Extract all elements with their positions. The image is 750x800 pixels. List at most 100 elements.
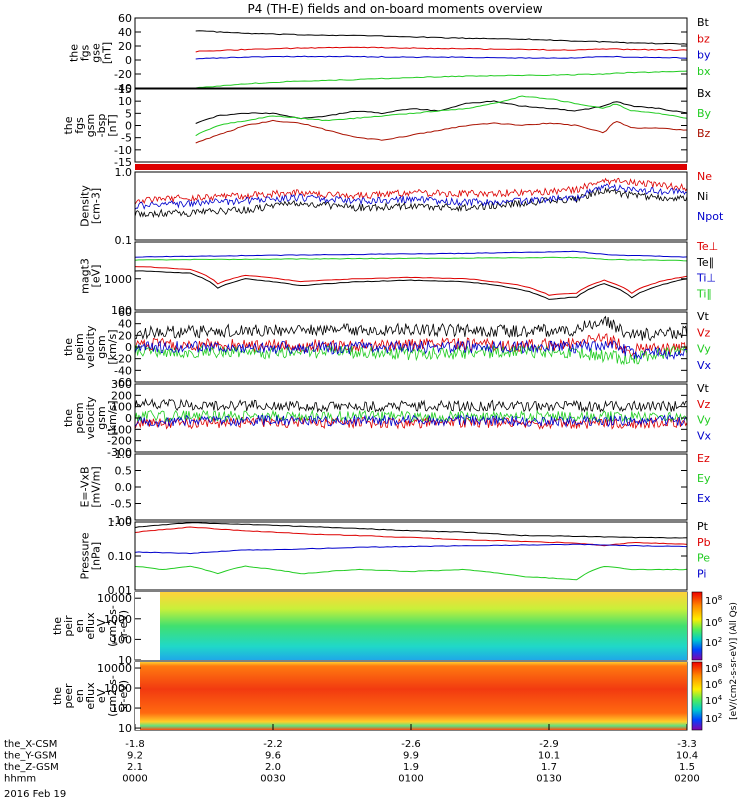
- y-tick-label-2-1: 10: [118, 95, 132, 108]
- x-row-value-0-0: -1.8: [125, 739, 145, 750]
- y-tick-label-2-3: 0: [125, 120, 132, 133]
- y-tick-label-3-0: 1.0: [115, 166, 133, 179]
- y-tick-label-9-2: 100: [111, 633, 132, 646]
- legend-label-2-0: Bx: [697, 87, 712, 100]
- series-line-1-by: [195, 55, 688, 60]
- y-tick-label-1-4: -20: [114, 68, 132, 81]
- y-axis-label-10-4: eV: [95, 688, 108, 703]
- legend-label-1-1: bz: [697, 32, 710, 45]
- y-tick-label-5-3: 0: [125, 341, 132, 354]
- y-axis-label-2-4: [nT]: [106, 114, 119, 136]
- y-axis-label-10-5: (cm2-s-: [106, 675, 119, 717]
- x-row-label-1: the_Y-GSM: [4, 751, 57, 762]
- x-row-value-1-4: 10.4: [676, 751, 698, 762]
- legend-label-5-2: Vy: [697, 343, 711, 356]
- series-line-2-Bz: [195, 119, 688, 144]
- y-axis-label-2-2: gsm: [84, 114, 97, 137]
- y-tick-label-7-1: 0.5: [115, 465, 133, 478]
- legend-label-3-1: Ni: [697, 190, 708, 203]
- y-axis-label-5-2: velocity: [84, 325, 97, 368]
- y-tick-label-6-6: -300: [107, 446, 132, 459]
- colorbar-tick-exp-3: 8: [718, 662, 722, 670]
- panel-9: 10000 1000 100 10 thepeirenefluxeV(cm2-s-sr-…: [51, 591, 688, 667]
- y-tick-label-7-2: 0.0: [115, 481, 133, 494]
- x-row-value-3-1: 0030: [260, 774, 285, 785]
- y-tick-label-6-4: -100: [107, 423, 132, 436]
- y-axis-label-5-3: gsm: [95, 335, 108, 358]
- y-tick-label-8-0: 1.00: [108, 516, 133, 529]
- panel-4: 1000 100 magt3[eV] Te⊥ Te∥ Ti⊥ Ti∥: [79, 240, 719, 317]
- series-line-3-Npot: [134, 183, 688, 210]
- y-tick-label-10-0: 10000: [97, 662, 132, 675]
- x-row-value-2-1: 2.0: [265, 762, 281, 773]
- series-line-6-Vt: [134, 397, 688, 414]
- legend-label-4-3: Ti∥: [696, 287, 712, 300]
- y-axis-label-1-2: gse: [90, 43, 103, 63]
- y-axis-label-5-0: the: [62, 338, 75, 356]
- y-tick-label-1-1: 40: [118, 26, 132, 39]
- y-axis-label-6-4: [km/s]: [106, 400, 119, 435]
- series-line-8-Pb: [134, 526, 688, 547]
- colorbar-ticks: 108 106 102 108 106 104 102: [705, 594, 723, 725]
- y-tick-label-3-1: 0.1: [115, 234, 133, 247]
- panel-8: 1.00 0.10 0.01 Pressure[nPa] Pt Pb Pe Pi: [79, 516, 711, 597]
- panels-group: 6040200-20-40thefgsgse[nT]Btbzbybx151050…: [51, 12, 724, 735]
- y-tick-label-4-0: 1000: [104, 273, 132, 286]
- x-row-value-3-2: 0100: [398, 774, 423, 785]
- spectrograms-group: [135, 592, 687, 730]
- y-axis-label-10-1: peer: [62, 683, 75, 709]
- y-axis-label-9-4: eV: [95, 618, 108, 633]
- panel-frame-4: [134, 241, 688, 311]
- quality-flag-bar: [135, 164, 687, 170]
- legend-label-5-3: Vx: [697, 359, 712, 372]
- y-tick-label-10-3: 10: [118, 722, 132, 735]
- y-tick-label-4-1: 100: [111, 304, 132, 317]
- legend-label-8-1: Pb: [697, 536, 711, 549]
- y-axis-label-9-0: the: [51, 617, 64, 635]
- legend-label-1-3: bx: [697, 65, 711, 78]
- colorbar-label: [eV/(cm2-s-sr-eV)] (All Qs): [729, 602, 739, 720]
- y-tick-label-6-0: 300: [111, 378, 132, 391]
- y-tick-label-1-0: 60: [118, 12, 132, 25]
- y-axis-label-9-5: (cm2-s-: [106, 605, 119, 647]
- y-axis-label-4-1: [eV]: [90, 265, 103, 288]
- y-tick-label-5-2: 20: [118, 329, 132, 342]
- panel-frame-8: [134, 521, 688, 591]
- y-tick-label-5-4: -20: [114, 353, 132, 366]
- x-axis-annotation: the_X-CSM -1.8 -2.2 -2.6 -2.9 -3.3 the_Y-GSM 9.…: [4, 724, 700, 785]
- y-axis-label-10-3: eflux: [84, 682, 97, 710]
- panel-frame-7: [134, 453, 688, 521]
- y-tick-label-9-0: 10000: [97, 592, 132, 605]
- y-tick-label-5-0: 60: [118, 306, 132, 319]
- y-tick-label-6-2: 100: [111, 401, 132, 414]
- x-row-value-1-0: 9.2: [127, 751, 143, 762]
- x-row-value-2-3: 1.7: [541, 762, 557, 773]
- y-tick-label-1-5: -40: [114, 82, 132, 95]
- colorbar-ramp-ion: [691, 591, 703, 661]
- colorbar-tick-exp-6: 2: [718, 712, 722, 720]
- series-line-3-Ni: [134, 186, 688, 219]
- panel-frame-1: [134, 17, 688, 89]
- y-axis-label-6-3: gsm: [95, 406, 108, 429]
- y-tick-label-8-2: 0.01: [108, 584, 133, 597]
- y-tick-label-2-0: 15: [118, 83, 132, 96]
- electron-spectrogram-gap: [135, 662, 140, 730]
- y-axis-label-9-2: en: [73, 619, 86, 633]
- y-tick-label-10-1: 1000: [104, 682, 132, 695]
- legend-label-4-2: Ti⊥: [696, 272, 716, 285]
- legend-label-1-0: Bt: [697, 16, 710, 29]
- colorbar-tick-exp-4: 6: [718, 678, 723, 686]
- y-axis-label-1-1: fgs: [79, 44, 92, 61]
- legend-label-3-0: Ne: [697, 170, 712, 183]
- y-axis-label-2-0: the: [62, 116, 75, 134]
- y-tick-label-7-3: -0.5: [111, 498, 132, 511]
- x-row-label-3: hhmm: [4, 774, 36, 785]
- y-axis-label-3-0: Density: [79, 185, 92, 227]
- y-axis-label-7-1: [mV/m]: [90, 466, 103, 507]
- y-axis-label-3-1: [cm-3]: [90, 188, 103, 224]
- y-axis-label-2-1: fgs: [73, 117, 86, 134]
- series-line-3-Ne: [134, 177, 688, 205]
